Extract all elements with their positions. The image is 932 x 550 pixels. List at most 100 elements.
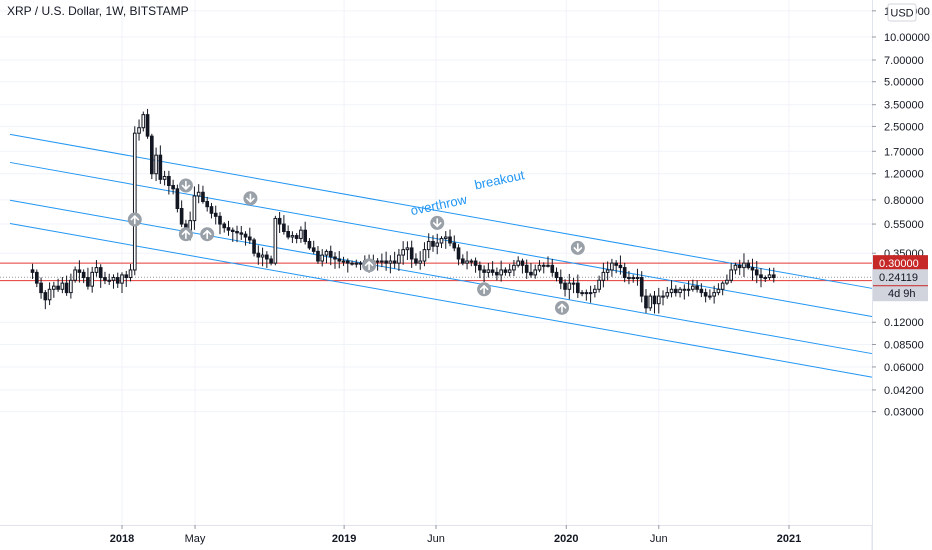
currency-label: USD bbox=[890, 8, 913, 20]
candle-body bbox=[247, 236, 252, 241]
price-tick-label: 7.00000 bbox=[884, 55, 924, 67]
candle-body bbox=[269, 258, 273, 264]
arrow-up-marker bbox=[555, 300, 570, 315]
candle-body bbox=[286, 231, 290, 238]
candle-body bbox=[397, 254, 401, 264]
candle-body bbox=[358, 262, 363, 265]
arrow-down-marker bbox=[430, 215, 445, 230]
candle-body bbox=[282, 223, 286, 233]
arrow-up-marker bbox=[127, 212, 142, 227]
candle-body bbox=[520, 260, 525, 266]
candle-body bbox=[767, 274, 772, 279]
candle-body bbox=[294, 235, 299, 239]
candle-body bbox=[490, 269, 495, 273]
candle-body bbox=[435, 242, 440, 247]
candle-body bbox=[503, 269, 508, 273]
candle-body bbox=[708, 295, 712, 298]
candle-body bbox=[252, 239, 256, 254]
candle-body bbox=[618, 264, 623, 269]
candle-body bbox=[260, 254, 265, 258]
arrow-down-marker bbox=[570, 240, 585, 255]
candle-body bbox=[307, 240, 312, 249]
candle-body bbox=[94, 267, 99, 273]
candle-body bbox=[495, 271, 499, 276]
candle-body bbox=[460, 258, 465, 264]
candle-body bbox=[478, 264, 482, 271]
candle-body bbox=[627, 277, 631, 280]
arrow-up-marker bbox=[477, 282, 492, 297]
candle-body bbox=[746, 262, 751, 269]
candle-body bbox=[507, 269, 512, 273]
candle-body bbox=[205, 201, 210, 208]
last-price-badge: 0.24119 bbox=[873, 269, 928, 286]
price-tick-label: 2.50000 bbox=[884, 121, 924, 133]
candle-body bbox=[145, 114, 150, 137]
candle-body bbox=[167, 175, 171, 187]
candle-body bbox=[533, 269, 538, 276]
candle-body bbox=[669, 288, 674, 294]
candle-body bbox=[576, 282, 580, 294]
arrow-down-marker bbox=[243, 191, 258, 206]
candle-body bbox=[482, 269, 486, 273]
candle-body bbox=[30, 269, 35, 273]
candle-body bbox=[86, 277, 90, 287]
channel-lines bbox=[9, 133, 881, 380]
candle-body bbox=[754, 269, 759, 276]
time-axis[interactable]: 2018 May 2019 Jun 2020 Jun 2021 bbox=[0, 525, 873, 550]
candle-body bbox=[426, 240, 431, 251]
candle-body bbox=[239, 232, 244, 235]
candle-body bbox=[290, 235, 295, 238]
candle-body bbox=[742, 262, 746, 269]
candle-body bbox=[64, 282, 69, 294]
svg-text:4d 9h: 4d 9h bbox=[888, 288, 916, 300]
price-tick-label: 0.55000 bbox=[884, 219, 924, 231]
candle-body bbox=[550, 264, 555, 273]
candle-body bbox=[299, 229, 303, 239]
candle-body bbox=[605, 269, 610, 273]
channel-line bbox=[9, 199, 881, 356]
candle-body bbox=[699, 288, 704, 294]
candle-body bbox=[580, 292, 584, 295]
price-tick-label: 0.08500 bbox=[884, 339, 924, 351]
time-tick-label: May bbox=[185, 533, 206, 545]
annotation-breakout: breakout bbox=[473, 167, 526, 192]
time-axis-bg bbox=[0, 525, 872, 550]
price-axis[interactable]: 15.0000010.000007.000005.000003.500002.5… bbox=[872, 0, 932, 550]
candle-body bbox=[226, 227, 231, 231]
price-tick-label: 3.50000 bbox=[884, 100, 924, 112]
candle-body bbox=[77, 269, 82, 273]
time-tick-label: 2021 bbox=[777, 533, 801, 545]
candle-body bbox=[656, 295, 661, 305]
time-tick-label: 2020 bbox=[554, 533, 578, 545]
candle-body bbox=[149, 135, 154, 175]
candle-body bbox=[439, 237, 444, 244]
candle-body bbox=[107, 279, 112, 282]
arrow-up-marker bbox=[178, 227, 193, 242]
candle-body bbox=[384, 260, 388, 264]
candle-body bbox=[622, 267, 627, 279]
arrow-down-marker bbox=[178, 178, 193, 193]
candle-body bbox=[124, 274, 129, 279]
candle-body bbox=[610, 262, 614, 271]
arrow-up-marker bbox=[362, 258, 377, 273]
price-tick-label: 1.70000 bbox=[884, 146, 924, 158]
candle-body bbox=[563, 282, 567, 290]
candle-body bbox=[273, 217, 278, 264]
candle-body bbox=[98, 267, 103, 279]
candle-body bbox=[324, 250, 329, 256]
candle-body bbox=[597, 279, 601, 290]
candle-body bbox=[469, 260, 474, 263]
currency-button[interactable]: USD bbox=[887, 3, 917, 22]
candle-body bbox=[729, 269, 734, 281]
candle-body bbox=[103, 277, 107, 281]
candle-body bbox=[486, 269, 491, 273]
candle-body bbox=[405, 247, 410, 251]
candle-body bbox=[256, 252, 261, 258]
chart-title: XRP / U.S. Dollar, 1W, BITSTAMP bbox=[7, 4, 189, 18]
candle-body bbox=[341, 260, 346, 263]
candle-body bbox=[320, 254, 325, 262]
svg-text:0.30000: 0.30000 bbox=[879, 258, 919, 270]
